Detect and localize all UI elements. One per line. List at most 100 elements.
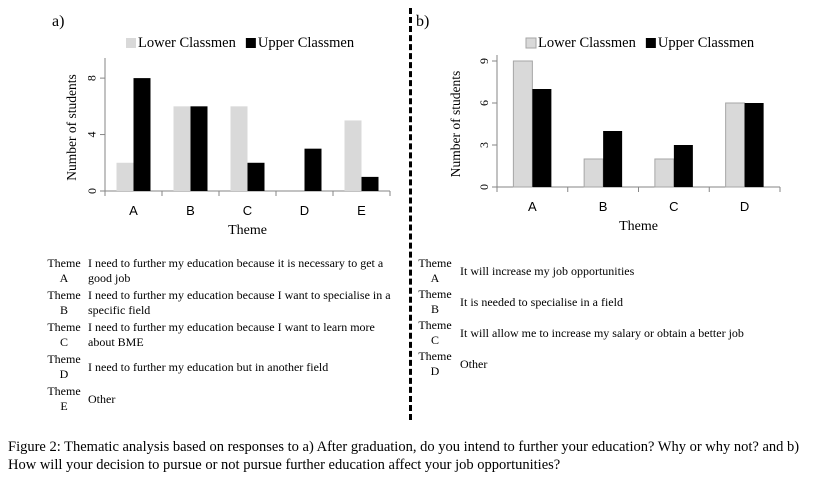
theme-row: Theme A I need to further my education be… (44, 256, 400, 286)
theme-key: Theme E (44, 384, 84, 414)
bar-upper-classmen (133, 78, 151, 191)
bar-lower-classmen (230, 106, 248, 191)
theme-letter: C (59, 335, 68, 349)
theme-description: I need to further my education because I… (88, 288, 391, 317)
theme-row: Theme D I need to further my education bu… (44, 352, 400, 382)
chart-a: 0 4 8 A B C D E Number of students Theme Lower Cla… (64, 35, 391, 238)
theme-description: Other (460, 356, 488, 371)
theme-description: It will allow me to increase my salary o… (460, 325, 744, 340)
theme-letter: D (59, 367, 69, 381)
theme-word: Theme (418, 318, 452, 332)
theme-word: Theme (47, 256, 81, 270)
bar-upper-classmen (673, 145, 693, 187)
theme-key: Theme A (414, 256, 456, 286)
panel-a-label: a) (52, 13, 65, 30)
x-axis-title: Theme (619, 219, 658, 234)
theme-row: Theme B I need to further my education be… (44, 288, 400, 318)
theme-word: Theme (47, 288, 81, 302)
bar-upper-classmen (744, 103, 764, 187)
figure-caption: Figure 2: Thematic analysis based on res… (8, 439, 800, 473)
bar-lower-classmen (654, 158, 675, 188)
theme-description: Other (88, 391, 116, 406)
bar-lower-classmen (583, 158, 604, 188)
x-tick-label: C (243, 203, 252, 218)
x-tick-label: D (300, 203, 309, 218)
bar-lower-classmen (512, 60, 533, 188)
legend-swatch (245, 38, 256, 48)
legend-swatch (126, 38, 136, 48)
theme-word: Theme (418, 349, 452, 363)
y-tick-label: 6 (477, 100, 491, 106)
theme-letter: B (430, 302, 439, 316)
theme-row: Theme A It will increase my job opportuni… (414, 256, 814, 286)
bar-lower-classmen (725, 102, 746, 188)
bar-upper-classmen (603, 131, 623, 187)
theme-description: I need to further my education because i… (88, 256, 384, 285)
theme-word: Theme (418, 287, 452, 301)
x-tick-label: C (669, 199, 678, 214)
x-tick-label: E (357, 203, 366, 218)
theme-key: Theme A (44, 256, 84, 286)
y-axis-title: Number of students (448, 71, 463, 177)
x-tick-label: D (740, 199, 749, 214)
legend-swatch (525, 37, 537, 49)
theme-letter: C (430, 333, 439, 347)
legend-label: Lower Classmen (538, 35, 637, 51)
x-tick-label: A (528, 199, 537, 214)
theme-description: I need to further my education because I… (88, 320, 375, 349)
bar-lower-classmen (173, 106, 191, 191)
theme-key: Theme D (414, 349, 456, 379)
bar-upper-classmen (532, 89, 552, 187)
theme-description: It will increase my job opportunities (460, 263, 635, 278)
theme-letter: A (59, 271, 69, 285)
legend-swatch (645, 38, 656, 48)
y-tick-label: 4 (85, 132, 99, 138)
y-tick-label: 0 (85, 188, 99, 194)
chart-b: 0 3 6 9 A B C D Number of students Theme Lower Cla… (448, 35, 781, 234)
y-axis-title: Number of students (64, 74, 79, 180)
bar-upper-classmen (247, 162, 265, 191)
theme-row: Theme C I need to further my education be… (44, 320, 400, 350)
theme-word: Theme (47, 320, 81, 334)
theme-table-b: Theme A It will increase my job opportuni… (414, 256, 814, 380)
legend-label: Lower Classmen (138, 35, 237, 51)
x-axis-title: Theme (228, 223, 267, 238)
y-tick-label: 0 (477, 184, 491, 190)
panel-b-label: b) (416, 13, 430, 30)
theme-key: Theme B (44, 288, 84, 318)
theme-row: Theme C It will allow me to increase my s… (414, 318, 814, 348)
x-tick-label: B (186, 203, 195, 218)
theme-word: Theme (418, 256, 452, 270)
theme-letter: D (430, 364, 440, 378)
legend-label: Upper Classmen (658, 35, 755, 51)
theme-word: Theme (47, 384, 81, 398)
theme-description: It is needed to specialise in a field (460, 294, 623, 309)
theme-description: I need to further my education but in an… (88, 359, 329, 374)
theme-key: Theme C (414, 318, 456, 348)
bar-lower-classmen (116, 162, 134, 191)
y-tick-label: 8 (85, 75, 99, 81)
y-tick-label: 9 (477, 58, 491, 64)
theme-word: Theme (47, 352, 81, 366)
theme-letter: E (60, 399, 68, 413)
y-tick-label: 3 (477, 142, 491, 148)
theme-table-a: Theme A I need to further my education be… (44, 256, 400, 416)
theme-row: Theme E Other (44, 384, 400, 414)
theme-key: Theme B (414, 287, 456, 317)
panel-a: a) 0 4 8 A B C D E Number of students Theme Lower … (0, 0, 405, 425)
legend-label: Upper Classmen (258, 35, 355, 51)
theme-key: Theme C (44, 320, 84, 350)
theme-row: Theme D Other (414, 349, 814, 379)
panel-divider (409, 8, 412, 420)
theme-letter: A (430, 271, 440, 285)
bar-upper-classmen (361, 176, 379, 191)
x-tick-label: B (599, 199, 608, 214)
bar-upper-classmen (190, 106, 208, 191)
panel-b: b) 0 3 6 9 A B C D Number of students Theme Lower … (414, 0, 821, 425)
theme-letter: B (59, 303, 68, 317)
x-tick-label: A (129, 203, 138, 218)
bar-lower-classmen (344, 120, 362, 191)
theme-key: Theme D (44, 352, 84, 382)
theme-row: Theme B It is needed to specialise in a f… (414, 287, 814, 317)
bar-upper-classmen (304, 148, 322, 191)
